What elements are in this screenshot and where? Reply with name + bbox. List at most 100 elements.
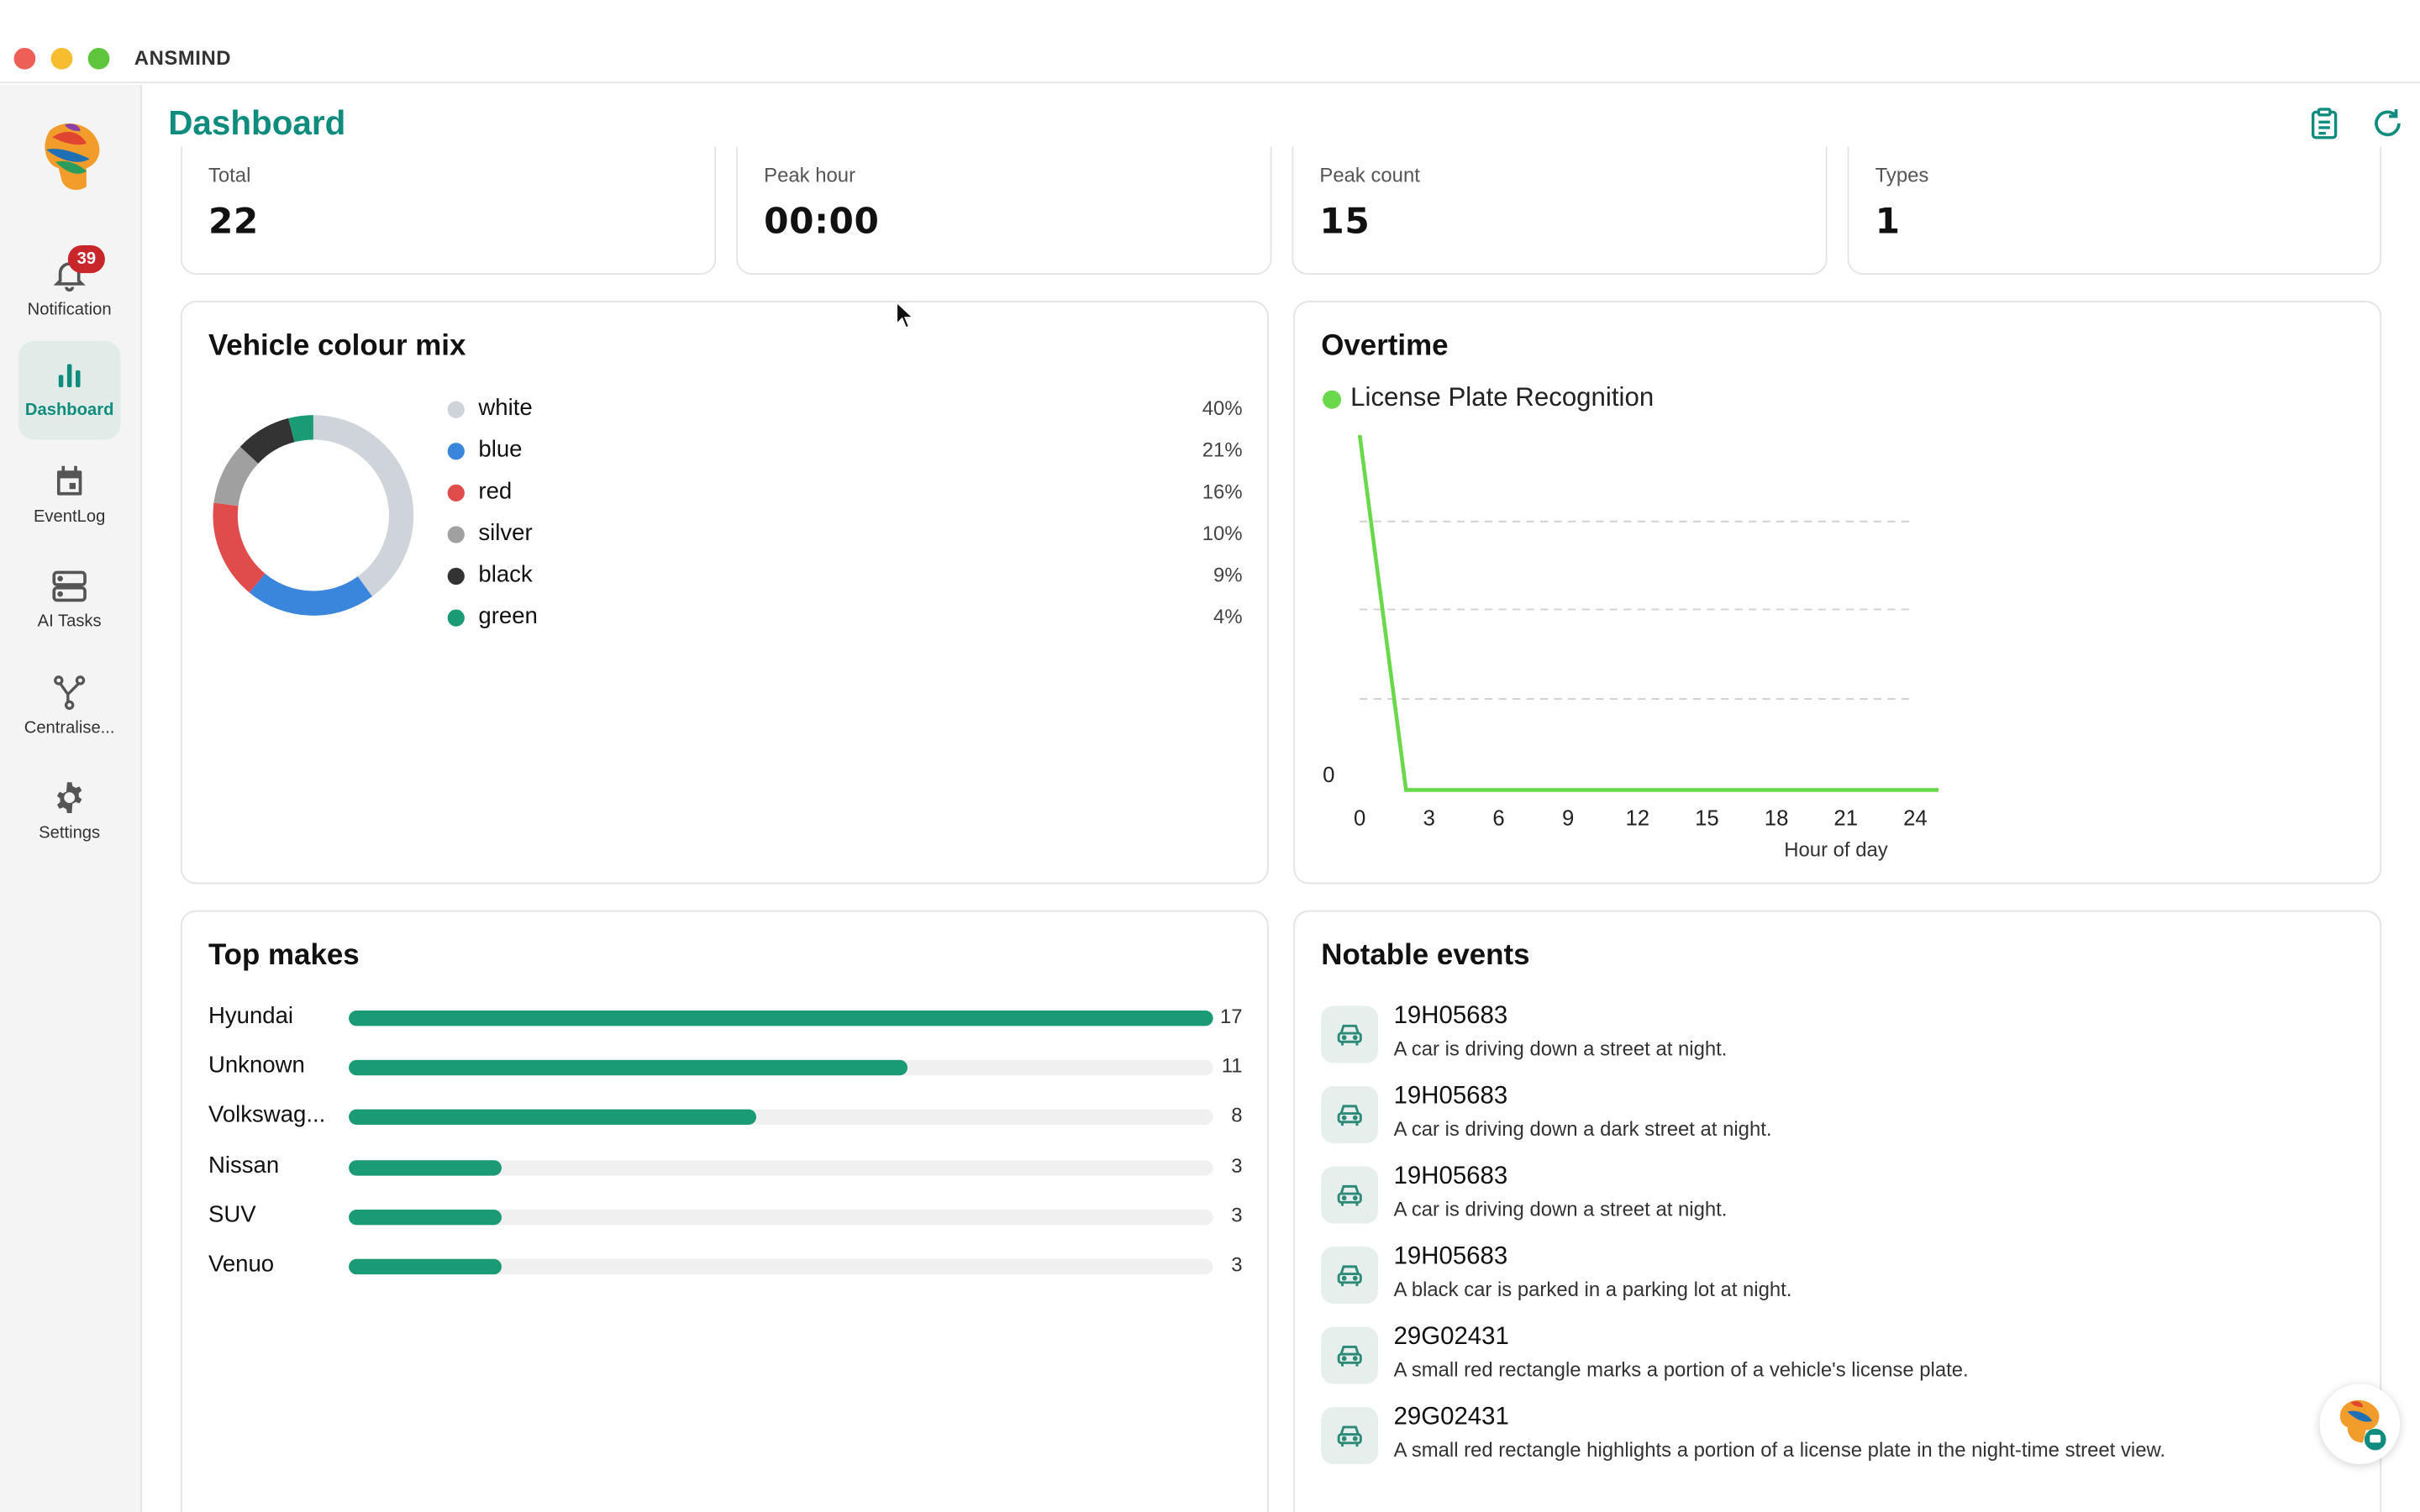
calendar-icon — [56, 465, 82, 496]
make-bar-track — [349, 1060, 1213, 1076]
legend-percent: 9% — [1213, 563, 1243, 586]
panel-title: Vehicle colour mix — [208, 330, 466, 363]
donut-slice-black — [239, 417, 295, 465]
make-count: 3 — [1231, 1153, 1243, 1177]
x-tick-label: 15 — [1695, 807, 1719, 831]
stat-value: 1 — [1875, 202, 1901, 243]
x-tick-label: 12 — [1625, 807, 1649, 831]
event-item[interactable]: 19H05683 A car is driving down a street a… — [1321, 1163, 2370, 1234]
donut-slice-green — [288, 415, 314, 443]
make-bar — [349, 1011, 1213, 1026]
event-description: A small red rectangle marks a portion of… — [1393, 1357, 1969, 1381]
x-axis-label: Hour of day — [1784, 837, 1888, 861]
donut-slice-blue — [249, 573, 373, 616]
event-item[interactable]: 19H05683 A car is driving down a street a… — [1321, 1003, 2370, 1074]
make-row: Unknown 11 — [208, 1051, 1243, 1084]
legend-swatch — [447, 567, 465, 585]
legend-label: black — [478, 561, 533, 588]
legend-percent: 4% — [1213, 605, 1243, 628]
sidebar-item-notification[interactable]: 39 Notification — [18, 241, 120, 340]
sidebar-item-dashboard[interactable]: Dashboard — [18, 340, 121, 440]
x-tick-label: 3 — [1423, 807, 1435, 831]
x-tick-label: 18 — [1765, 807, 1789, 831]
make-name: SUV — [208, 1201, 256, 1228]
stat-label: Peak count — [1319, 163, 1420, 187]
donut-slice-white — [313, 415, 414, 597]
overtime-line-chart: 00 3 6 9 12 15 18 21 24 — [1323, 434, 1939, 831]
x-tick-label: 0 — [1354, 807, 1365, 831]
sidebar-item-label: Centralise... — [24, 718, 115, 738]
event-item[interactable]: 29G02431 A small red rectangle highlights… — [1321, 1404, 2370, 1474]
sidebar-item-label: AI Tasks — [37, 612, 102, 632]
legend-label: red — [478, 478, 513, 505]
notification-badge: 39 — [67, 245, 105, 274]
legend-label: white — [478, 395, 533, 422]
legend-item-white: white 40% — [447, 395, 1243, 426]
bar-chart-icon — [58, 364, 81, 388]
make-name: Volkswag... — [208, 1102, 326, 1129]
legend-label: silver — [478, 519, 533, 547]
assistant-chat-button[interactable] — [2319, 1383, 2401, 1465]
stat-label: Types — [1875, 163, 1929, 187]
x-tick-label: 21 — [1833, 807, 1858, 831]
event-plate: 19H05683 — [1393, 1163, 1508, 1190]
gear-icon — [56, 782, 82, 813]
sidebar-item-label: Notification — [27, 301, 112, 320]
make-row: Hyundai 17 — [208, 1001, 1243, 1035]
stat-value: 15 — [1319, 202, 1370, 243]
make-count: 17 — [1219, 1004, 1243, 1028]
legend-item-blue: blue 21% — [447, 437, 1243, 468]
make-bar-track — [349, 1209, 1213, 1225]
stat-card-types: Types 1 — [1847, 146, 2382, 275]
stat-card-peak-hour: Peak hour 00:00 — [736, 146, 1272, 275]
legend-percent: 16% — [1202, 480, 1243, 503]
stat-card-total: Total 22 — [180, 146, 717, 275]
legend-item-silver: silver 10% — [447, 519, 1243, 551]
make-count: 11 — [1221, 1053, 1243, 1078]
event-plate: 19H05683 — [1393, 1002, 1508, 1030]
sidebar: 39 Notification Dashboard EventLog AI Ta… — [0, 85, 142, 1512]
make-bar-track — [349, 1258, 1213, 1275]
app-title: ANSMIND — [134, 46, 232, 70]
make-bar — [349, 1060, 908, 1076]
legend-item-green: green 4% — [447, 603, 1243, 634]
network-icon — [54, 675, 86, 711]
event-item[interactable]: 19H05683 A car is driving down a dark str… — [1321, 1083, 2370, 1153]
event-item[interactable]: 19H05683 A black car is parked in a parki… — [1321, 1243, 2370, 1314]
notable-events-panel: Notable events 19H05683 A car is driving … — [1293, 910, 2382, 1512]
close-window-button[interactable] — [13, 47, 36, 70]
minimize-window-button[interactable] — [50, 47, 73, 70]
sidebar-item-ai-tasks[interactable]: AI Tasks — [18, 553, 120, 652]
sidebar-item-label: EventLog — [33, 507, 106, 527]
legend-percent: 40% — [1202, 396, 1243, 420]
event-plate: 29G02431 — [1393, 1323, 1509, 1351]
refresh-icon[interactable] — [2370, 107, 2404, 140]
make-bar — [349, 1110, 756, 1126]
make-row: Volkswag... 8 — [208, 1100, 1243, 1134]
panel-title: Top makes — [208, 939, 360, 973]
make-row: SUV 3 — [208, 1200, 1243, 1234]
panel-title: Notable events — [1321, 939, 1530, 973]
clipboard-icon[interactable] — [2307, 107, 2341, 140]
sidebar-item-eventlog[interactable]: EventLog — [18, 448, 120, 547]
car-icon — [1321, 1166, 1379, 1224]
maximize-window-button[interactable] — [87, 47, 110, 70]
event-description: A car is driving down a dark street at n… — [1393, 1116, 1772, 1141]
sidebar-item-settings[interactable]: Settings — [18, 764, 120, 863]
car-icon — [1321, 1005, 1379, 1063]
legend-item-red: red 16% — [447, 478, 1243, 509]
stat-card-peak-count: Peak count 15 — [1292, 146, 1828, 275]
donut-slice-silver — [213, 446, 259, 507]
sidebar-item-centralise[interactable]: Centralise... — [18, 659, 120, 758]
legend-swatch — [447, 401, 465, 418]
page-title: Dashboard — [168, 103, 346, 142]
legend-swatch — [447, 443, 465, 460]
panel-title: Overtime — [1321, 330, 1449, 363]
make-bar — [349, 1258, 502, 1275]
car-icon — [1321, 1326, 1379, 1384]
mouse-cursor — [896, 301, 915, 329]
event-item[interactable]: 29G02431 A small red rectangle marks a po… — [1321, 1324, 2370, 1394]
stat-label: Total — [208, 163, 251, 187]
legend-swatch — [447, 526, 465, 543]
donut-slice-red — [213, 502, 266, 593]
